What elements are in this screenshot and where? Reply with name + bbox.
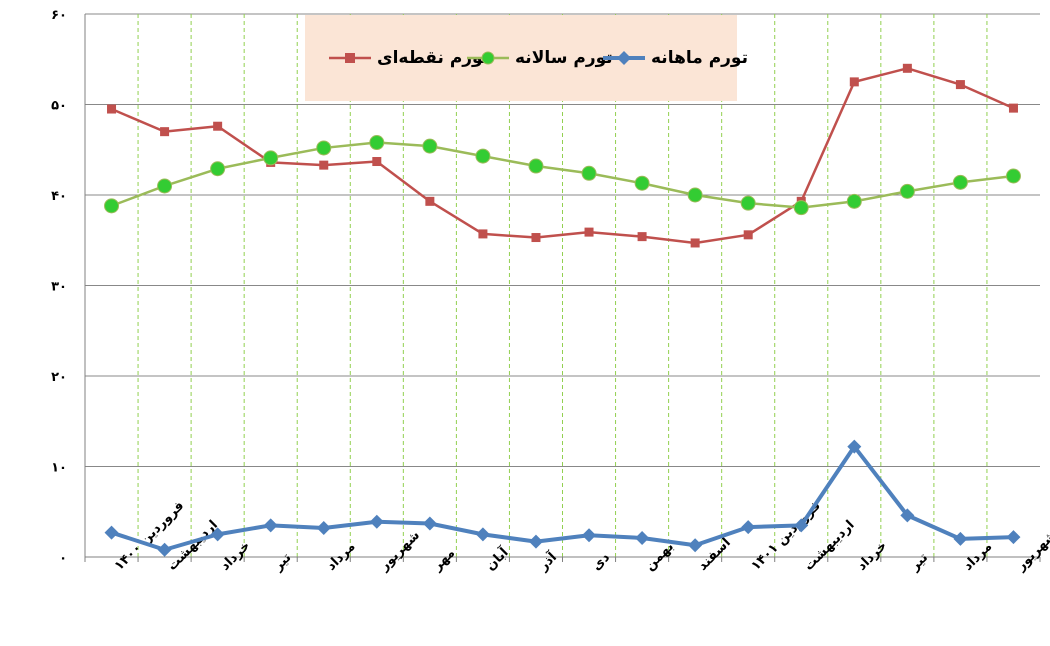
data-point — [422, 516, 437, 531]
data-point — [634, 175, 650, 191]
data-point — [104, 198, 120, 214]
x-tick-label: تیر — [907, 550, 931, 574]
legend-label-monthly-inflation: تورم ماهانه — [651, 48, 748, 68]
data-point — [794, 518, 809, 533]
x-tick-label: خرداد — [218, 538, 254, 574]
series-line-0 — [111, 67, 1014, 245]
data-point — [584, 227, 594, 237]
data-point — [741, 520, 756, 535]
data-point — [899, 183, 915, 199]
legend-label-annual-inflation: تورم سالانه — [515, 48, 613, 68]
data-point — [1006, 530, 1021, 545]
legend-item-point-inflation: تورم نقطه‌ای — [327, 43, 489, 73]
data-point — [263, 518, 278, 533]
y-tick-label: ۵۰ — [51, 99, 67, 114]
legend: تورم نقطه‌ای تورم سالانه تورم ماهانه — [305, 15, 748, 101]
y-tick-label: ۴۰ — [51, 189, 67, 204]
data-point — [690, 238, 700, 248]
data-point — [743, 230, 753, 240]
legend-swatch-point-inflation — [329, 53, 371, 63]
data-point — [210, 527, 225, 542]
data-point — [531, 233, 541, 243]
data-point — [900, 508, 915, 523]
x-tick-label: اردیبهشت — [801, 518, 857, 574]
data-point — [846, 193, 862, 209]
data-point — [849, 77, 859, 87]
legend-swatch-annual-inflation — [467, 51, 509, 65]
x-tick-label: خرداد — [855, 538, 891, 574]
series-line-1 — [111, 141, 1014, 209]
legend-swatch-monthly-inflation — [603, 51, 645, 65]
data-point — [478, 229, 488, 239]
data-point — [213, 121, 223, 131]
x-tick-label: شهریور — [1013, 528, 1050, 575]
y-tick-label: ۳۰ — [51, 280, 67, 295]
data-point — [475, 527, 490, 542]
data-point — [316, 140, 332, 156]
data-point — [955, 80, 965, 90]
x-tick-label: آبان — [482, 544, 512, 574]
data-point — [319, 160, 329, 170]
data-point — [582, 528, 597, 543]
data-point — [372, 157, 382, 167]
data-point — [635, 530, 650, 545]
y-tick-label: ۲۰ — [51, 370, 67, 385]
data-point — [688, 538, 703, 553]
data-point — [369, 135, 385, 151]
x-tick-label: شهریور — [376, 528, 423, 575]
data-point — [263, 150, 279, 166]
data-point — [847, 439, 862, 454]
data-point — [1005, 168, 1021, 184]
data-point — [316, 521, 331, 536]
data-point — [422, 138, 438, 154]
data-point — [953, 531, 968, 546]
data-point — [210, 161, 226, 177]
data-point — [369, 514, 384, 529]
data-point — [528, 158, 544, 174]
x-tick-label: تیر — [270, 550, 294, 574]
data-point — [160, 127, 170, 137]
series-line-2 — [110, 444, 1014, 552]
data-point — [687, 187, 703, 203]
legend-item-annual-inflation: تورم سالانه — [465, 43, 613, 73]
y-tick-label: ۱۰ — [51, 461, 67, 476]
data-point — [107, 104, 117, 114]
data-point — [157, 542, 172, 557]
data-point — [157, 178, 173, 194]
data-point — [528, 534, 543, 549]
data-point — [1008, 103, 1018, 113]
y-tick-label: ۶۰ — [51, 8, 67, 23]
data-point — [425, 196, 435, 206]
x-tick-label: آذر — [534, 548, 560, 574]
data-point — [902, 63, 912, 73]
data-point — [637, 232, 647, 242]
legend-label-point-inflation: تورم نقطه‌ای — [377, 48, 490, 68]
legend-item-monthly-inflation: تورم ماهانه — [601, 43, 748, 73]
data-point — [793, 200, 809, 216]
data-point — [581, 165, 597, 181]
data-point — [740, 195, 756, 211]
y-tick-label: ۰ — [59, 551, 67, 566]
x-tick-label: مهر — [429, 546, 458, 575]
data-point — [475, 148, 491, 164]
data-point — [952, 174, 968, 190]
data-point — [104, 525, 119, 540]
x-tick-label: دی — [589, 550, 613, 574]
